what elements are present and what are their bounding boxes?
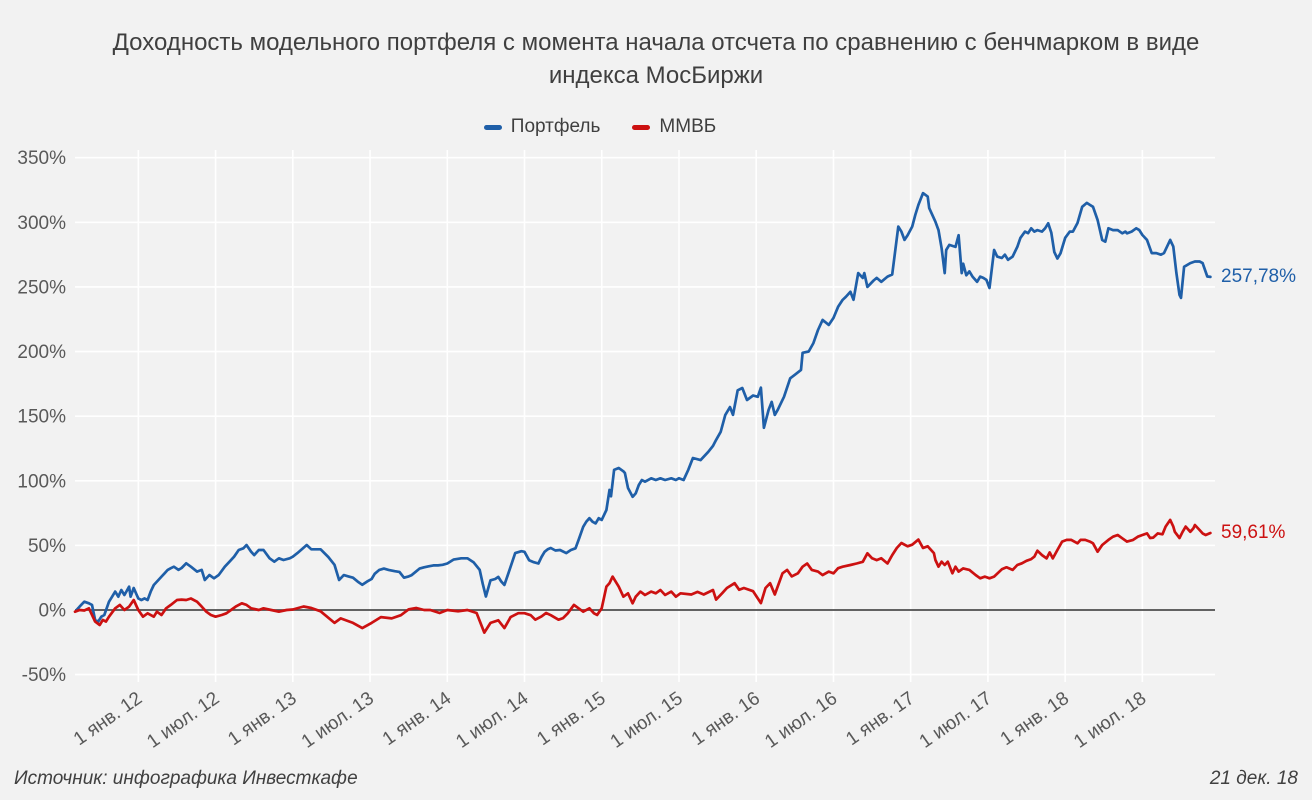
portfolio-series-swatch-icon [483,124,502,130]
x-axis-tick-label: 1 июл. 12 [143,688,223,753]
x-axis-tick-label: 1 июл. 17 [916,688,996,753]
y-axis-tick-label: 300% [17,213,66,234]
x-axis-tick-label: 1 янв. 18 [997,688,1073,750]
legend: Портфель ММВБ [0,116,1200,138]
y-axis-tick-label: 50% [28,536,66,557]
y-axis-tick-label: -50% [22,665,66,686]
x-axis-tick-label: 1 янв. 15 [533,688,609,750]
source-note: Источник: инфографика Инвесткафе [14,768,358,789]
y-axis-tick-label: 150% [17,407,66,428]
chart-title: Доходность модельного портфеля с момента… [0,26,1312,92]
micex-series-swatch-icon [632,124,651,130]
x-axis-tick-label: 1 янв. 17 [842,688,918,750]
micex-line [73,518,1212,634]
y-axis-tick-label: 100% [17,471,66,492]
chart-title-line1: Доходность модельного портфеля с момента… [112,29,1200,56]
y-axis-tick-label: 350% [17,148,66,169]
x-axis-tick-label: 1 янв. 12 [70,688,146,750]
x-axis-tick-label: 1 янв. 13 [224,688,300,750]
legend-label-micex: ММВБ [659,116,717,137]
chart-title-line2: индекса МосБиржи [548,62,764,89]
legend-label-portfolio: Портфель [510,116,601,137]
x-axis-tick-label: 1 янв. 14 [379,688,456,750]
y-axis-tick-label: 0% [39,600,67,621]
portfolio-end-value-label: 257,78% [1221,265,1297,287]
y-axis-tick-label: 250% [17,277,66,298]
x-axis-tick-label: 1 июл. 14 [452,688,532,753]
legend-item-portfolio: Портфель [483,116,601,138]
x-axis-tick-label: 1 июл. 13 [298,688,378,753]
x-axis-tick-label: 1 июл. 16 [761,688,841,753]
y-axis-tick-label: 200% [17,342,66,363]
x-axis-tick-label: 1 июл. 18 [1070,688,1150,753]
micex-end-value-label: 59,61% [1221,521,1286,543]
legend-item-micex: ММВБ [632,116,716,138]
date-note: 21 дек. 18 [1209,768,1298,789]
portfolio-line [75,191,1212,623]
x-axis-tick-label: 1 янв. 16 [688,688,764,750]
x-axis-tick-label: 1 июл. 15 [607,688,687,753]
